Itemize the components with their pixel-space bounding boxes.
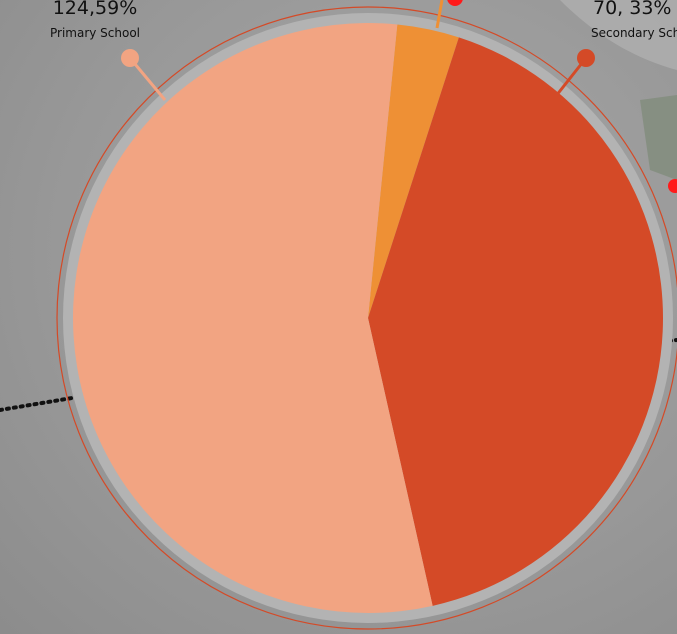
leader-line	[435, 0, 444, 29]
map-marker	[668, 179, 677, 193]
callout-label: Secondary School	[591, 26, 677, 40]
leader-dot	[121, 49, 139, 67]
leader-dot	[577, 49, 595, 67]
callout-label: Primary School	[50, 26, 140, 40]
callout-value: 124,59%	[53, 0, 138, 19]
leader-line	[128, 57, 167, 101]
map-field	[640, 95, 677, 180]
outer-ring	[56, 6, 677, 630]
pie-slice	[368, 37, 663, 606]
callout-value: 70, 33%	[593, 0, 672, 19]
map-area	[560, 0, 677, 70]
pie-slice	[368, 24, 459, 318]
pie	[72, 22, 663, 613]
map-marker	[447, 0, 463, 6]
pie-slice	[72, 22, 433, 613]
